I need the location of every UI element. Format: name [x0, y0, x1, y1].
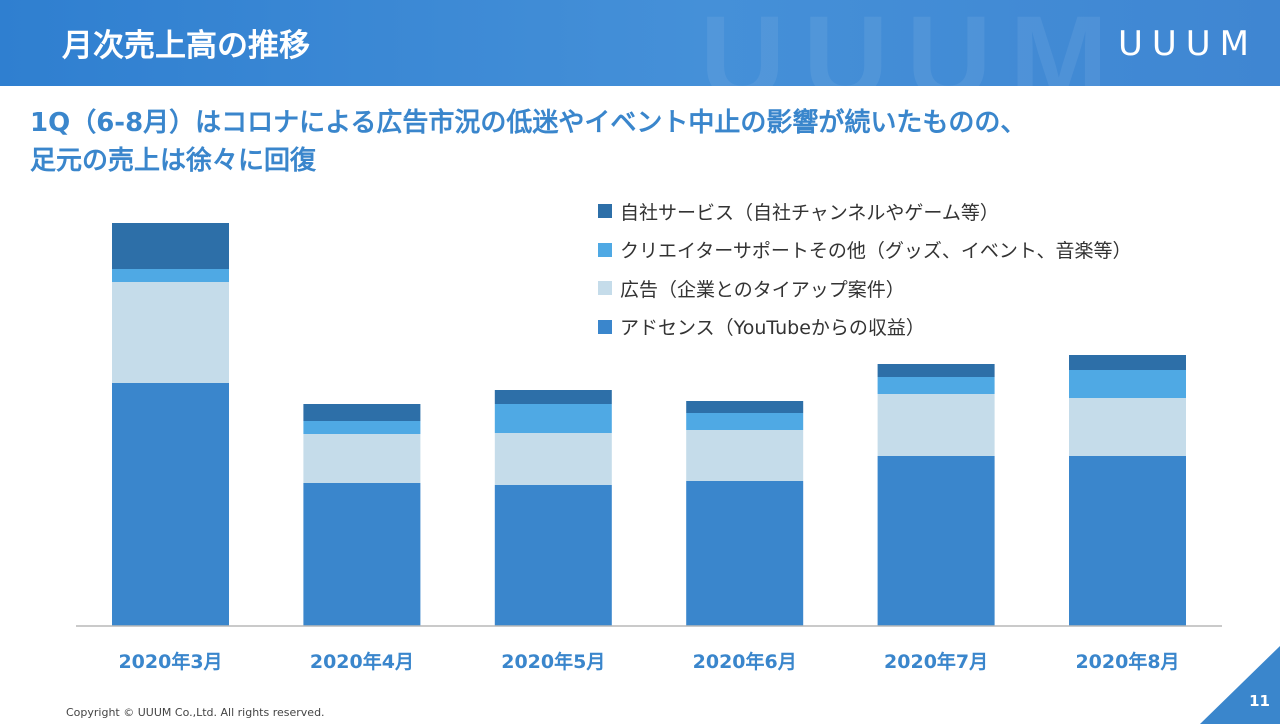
bar-segment-3-4 — [494, 390, 612, 404]
chart-x-labels: 2020年3月 2020年4月 2020年5月 2020年6月 2020年7月 2020年… — [118, 650, 1179, 673]
legend-item: アドセンス（YouTubeからの収益） — [598, 308, 1131, 347]
bar-segment-6-3 — [1069, 370, 1186, 398]
legend-swatch — [598, 204, 612, 219]
bar-segment-6-1 — [1069, 456, 1186, 626]
legend-label: アドセンス（YouTubeからの収益） — [620, 317, 925, 340]
legend-label: 広告（企業とのタイアップ案件） — [620, 278, 905, 301]
legend-item: 自社サービス（自社チャンネルやゲーム等） — [598, 192, 1131, 231]
bar-segment-3-3 — [494, 404, 612, 433]
x-tick-label: 2020年8月 — [1075, 650, 1179, 673]
legend-swatch — [598, 319, 612, 334]
bar-segment-6-4 — [1069, 355, 1186, 370]
bar-segment-2-1 — [303, 483, 421, 626]
header-bar: UUUM 月次売上高の推移 UUUM — [0, 0, 1280, 86]
legend-swatch — [598, 242, 612, 257]
legend-label: クリエイターサポートその他（グッズ、イベント、音楽等） — [620, 240, 1132, 263]
subtitle-line-1: 1Q（6-8月）はコロナによる広告市況の低迷やイベント中止の影響が続いたものの、 — [30, 108, 1027, 138]
x-tick-label: 2020年5月 — [501, 650, 605, 673]
bar-segment-1-1 — [112, 383, 229, 626]
bar-segment-5-2 — [877, 394, 995, 456]
x-tick-label: 2020年6月 — [693, 650, 797, 673]
bar-segment-2-3 — [303, 421, 421, 434]
bar-segment-3-2 — [494, 433, 612, 485]
bar-segment-2-2 — [303, 434, 421, 483]
bar-segment-4-2 — [686, 430, 804, 481]
legend-item: クリエイターサポートその他（グッズ、イベント、音楽等） — [598, 231, 1131, 270]
x-tick-label: 2020年4月 — [310, 650, 414, 673]
bar-segment-4-3 — [686, 413, 804, 430]
x-tick-label: 2020年7月 — [884, 650, 988, 673]
page-number: 11 — [1249, 692, 1270, 710]
bar-segment-6-2 — [1069, 398, 1186, 456]
bar-segment-5-4 — [877, 364, 995, 377]
bar-segment-3-1 — [494, 485, 612, 626]
bar-segment-1-4 — [112, 223, 229, 269]
bar-segment-4-1 — [686, 481, 804, 626]
bar-segment-1-2 — [112, 282, 229, 383]
bar-segment-4-4 — [686, 401, 804, 413]
bar-segment-5-1 — [877, 456, 995, 626]
subtitle-line-2: 足元の売上は徐々に回復 — [30, 146, 317, 176]
legend-item: 広告（企業とのタイアップ案件） — [598, 269, 1131, 308]
company-logo: UUUM — [1118, 24, 1258, 64]
chart-legend: 自社サービス（自社チャンネルやゲーム等） クリエイターサポートその他（グッズ、イベ… — [598, 192, 1131, 346]
legend-label: 自社サービス（自社チャンネルやゲーム等） — [620, 201, 999, 224]
x-tick-label: 2020年3月 — [118, 650, 222, 673]
bar-segment-2-4 — [303, 404, 421, 421]
legend-swatch — [598, 281, 612, 296]
copyright-text: Copyright © UUUM Co.,Ltd. All rights res… — [66, 706, 325, 719]
bar-segment-5-3 — [877, 377, 995, 394]
bar-segment-1-3 — [112, 269, 229, 282]
chart-bars — [112, 223, 1186, 626]
slide-subtitle: 1Q（6-8月）はコロナによる広告市況の低迷やイベント中止の影響が続いたものの、… — [30, 104, 1026, 180]
header-watermark: UUUM — [700, 0, 1126, 86]
page-title: 月次売上高の推移 — [62, 28, 310, 64]
